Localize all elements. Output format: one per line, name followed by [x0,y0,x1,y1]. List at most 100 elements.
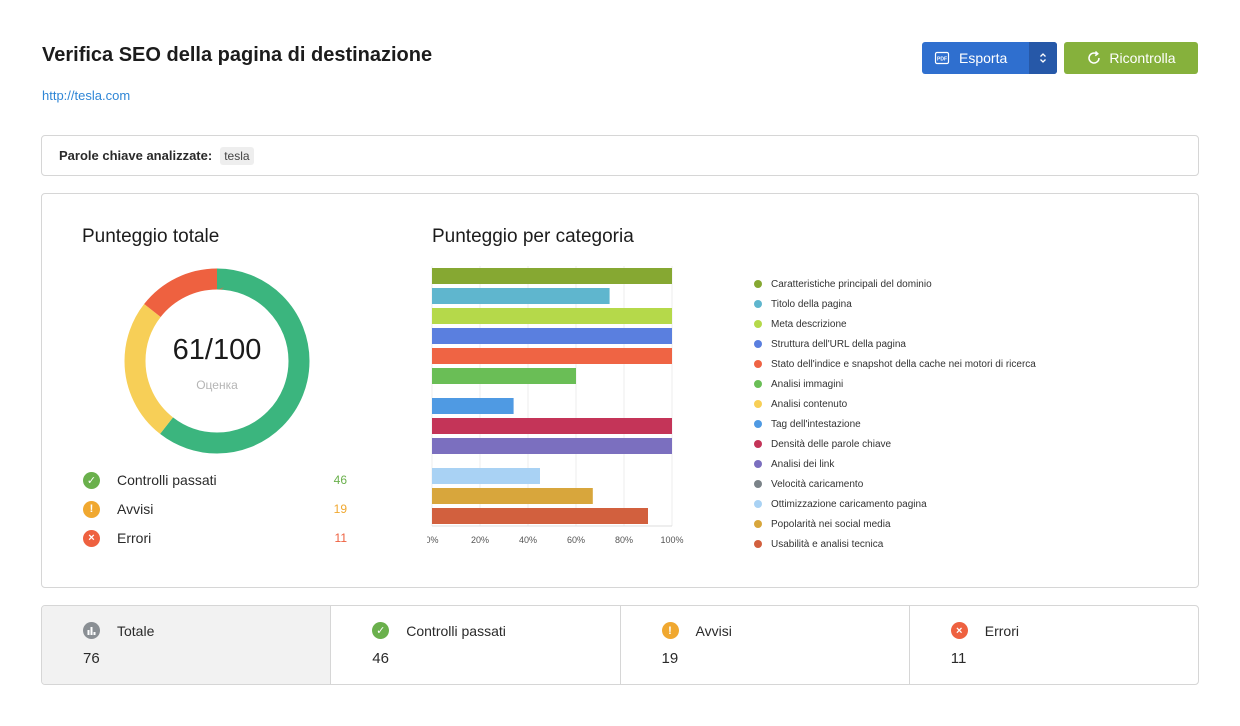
chart-legend: Caratteristiche principali del dominio Ti… [754,274,1036,554]
summary-label: Avvisi [695,622,732,639]
summary-errors[interactable]: × Errori 11 [908,606,1198,684]
legend-label: Analisi immagini [771,378,844,390]
legend-item[interactable]: Caratteristiche principali del dominio [754,274,1036,294]
legend-dot [754,360,762,368]
keywords-box: Parole chiave analizzate: tesla [41,135,1199,176]
x-tick-label: 60% [567,535,585,545]
summary-label: Totale [117,622,155,639]
error-icon: × [83,529,100,547]
chart-bar [432,308,672,324]
legend-dot [754,520,762,528]
recheck-label: Ricontrolla [1109,50,1176,66]
summary-total[interactable]: Totale 76 [42,606,331,684]
chart-bar [432,328,672,344]
x-tick-label: 100% [660,535,683,545]
legend-dot [754,540,762,548]
export-button[interactable]: PDF Esporta [922,42,1057,74]
score-value: 61/100 [172,334,262,366]
legend-item[interactable]: Analisi contenuto [754,394,1036,414]
export-label: Esporta [959,50,1008,66]
stat-row-passed: ✓ Controlli passati 46 [83,470,347,490]
legend-item[interactable]: Ottimizzazione caricamento pagina [754,494,1036,514]
check-icon: ✓ [83,471,100,489]
summary-passed[interactable]: ✓ Controlli passati 46 [330,606,619,684]
recheck-button[interactable]: Ricontrolla [1064,42,1198,74]
donut-segment [124,268,310,454]
chart-bar [432,288,610,304]
chart-bar [432,368,576,384]
legend-item[interactable]: Analisi dei link [754,454,1036,474]
keywords-label: Parole chiave analizzate: [59,148,213,163]
legend-dot [754,300,762,308]
chart-bar [432,398,514,414]
legend-label: Caratteristiche principali del dominio [771,278,932,290]
legend-item[interactable]: Analisi immagini [754,374,1036,394]
stat-row-warnings: ! Avvisi 19 [83,499,347,519]
check-icon: ✓ [372,622,390,639]
error-icon: × [950,622,968,639]
total-score-title: Punteggio totale [82,226,220,247]
chart-bar [432,438,672,454]
chart-bar [432,508,648,524]
score-donut [122,266,312,456]
legend-dot [754,280,762,288]
stat-value: 46 [333,473,347,487]
warning-icon: ! [83,500,100,518]
donut-segment [124,268,310,454]
legend-item[interactable]: Meta descrizione [754,314,1036,334]
legend-item[interactable]: Tag dell'intestazione [754,414,1036,434]
legend-item[interactable]: Stato dell'indice e snapshot della cache… [754,354,1036,374]
legend-item[interactable]: Densità delle parole chiave [754,434,1036,454]
chart-bar [432,418,672,434]
legend-item[interactable]: Titolo della pagina [754,294,1036,314]
legend-label: Analisi contenuto [771,398,848,410]
legend-label: Ottimizzazione caricamento pagina [771,498,927,510]
stat-value: 11 [334,531,347,545]
chart-bar [432,468,540,484]
export-main[interactable]: PDF Esporta [922,42,1029,74]
legend-label: Meta descrizione [771,318,847,330]
legend-label: Struttura dell'URL della pagina [771,338,906,350]
legend-dot [754,440,762,448]
summary-bar: Totale 76 ✓ Controlli passati 46 ! Avvis… [41,605,1199,685]
x-tick-label: 0% [427,535,439,545]
legend-dot [754,460,762,468]
bar-chart-icon [83,622,100,639]
category-bar-chart: 0% 20% 40% 60% 80% 100% [427,266,684,545]
stat-row-errors: × Errori 11 [83,528,347,548]
stat-value: 19 [333,502,347,516]
legend-item[interactable]: Struttura dell'URL della pagina [754,334,1036,354]
export-dropdown-toggle[interactable] [1029,42,1057,74]
stat-label: Avvisi [117,501,154,517]
chart-bar [432,268,672,284]
warning-icon: ! [661,622,679,639]
svg-text:PDF: PDF [937,57,947,63]
keyword-chip: tesla [220,146,254,165]
legend-item[interactable]: Usabilità e analisi tecnica [754,534,1036,554]
refresh-icon [1088,50,1101,64]
x-tick-label: 20% [471,535,489,545]
summary-warnings[interactable]: ! Avvisi 19 [619,606,909,684]
legend-dot [754,400,762,408]
legend-label: Stato dell'indice e snapshot della cache… [771,358,1036,370]
x-tick-label: 80% [615,535,633,545]
pdf-icon: PDF [934,51,950,65]
page-title: Verifica SEO della pagina di destinazion… [42,44,433,66]
stat-label: Errori [117,530,152,546]
summary-value: 46 [372,650,389,667]
chart-bar [432,348,672,364]
legend-dot [754,320,762,328]
legend-label: Popolarità nei social media [771,518,891,530]
legend-label: Densità delle parole chiave [771,438,892,450]
legend-dot [754,420,762,428]
page-url-link[interactable]: http://tesla.com [42,88,131,103]
score-caption: Оценка [196,378,238,392]
legend-label: Titolo della pagina [771,298,852,310]
legend-item[interactable]: Velocità caricamento [754,474,1036,494]
chevron-updown-icon [1040,53,1046,63]
legend-label: Analisi dei link [771,458,835,470]
summary-label: Controlli passati [406,622,506,639]
legend-dot [754,380,762,388]
legend-item[interactable]: Popolarità nei social media [754,514,1036,534]
score-panel: Punteggio totale 61/100 Оценка ✓ Control… [41,193,1199,588]
